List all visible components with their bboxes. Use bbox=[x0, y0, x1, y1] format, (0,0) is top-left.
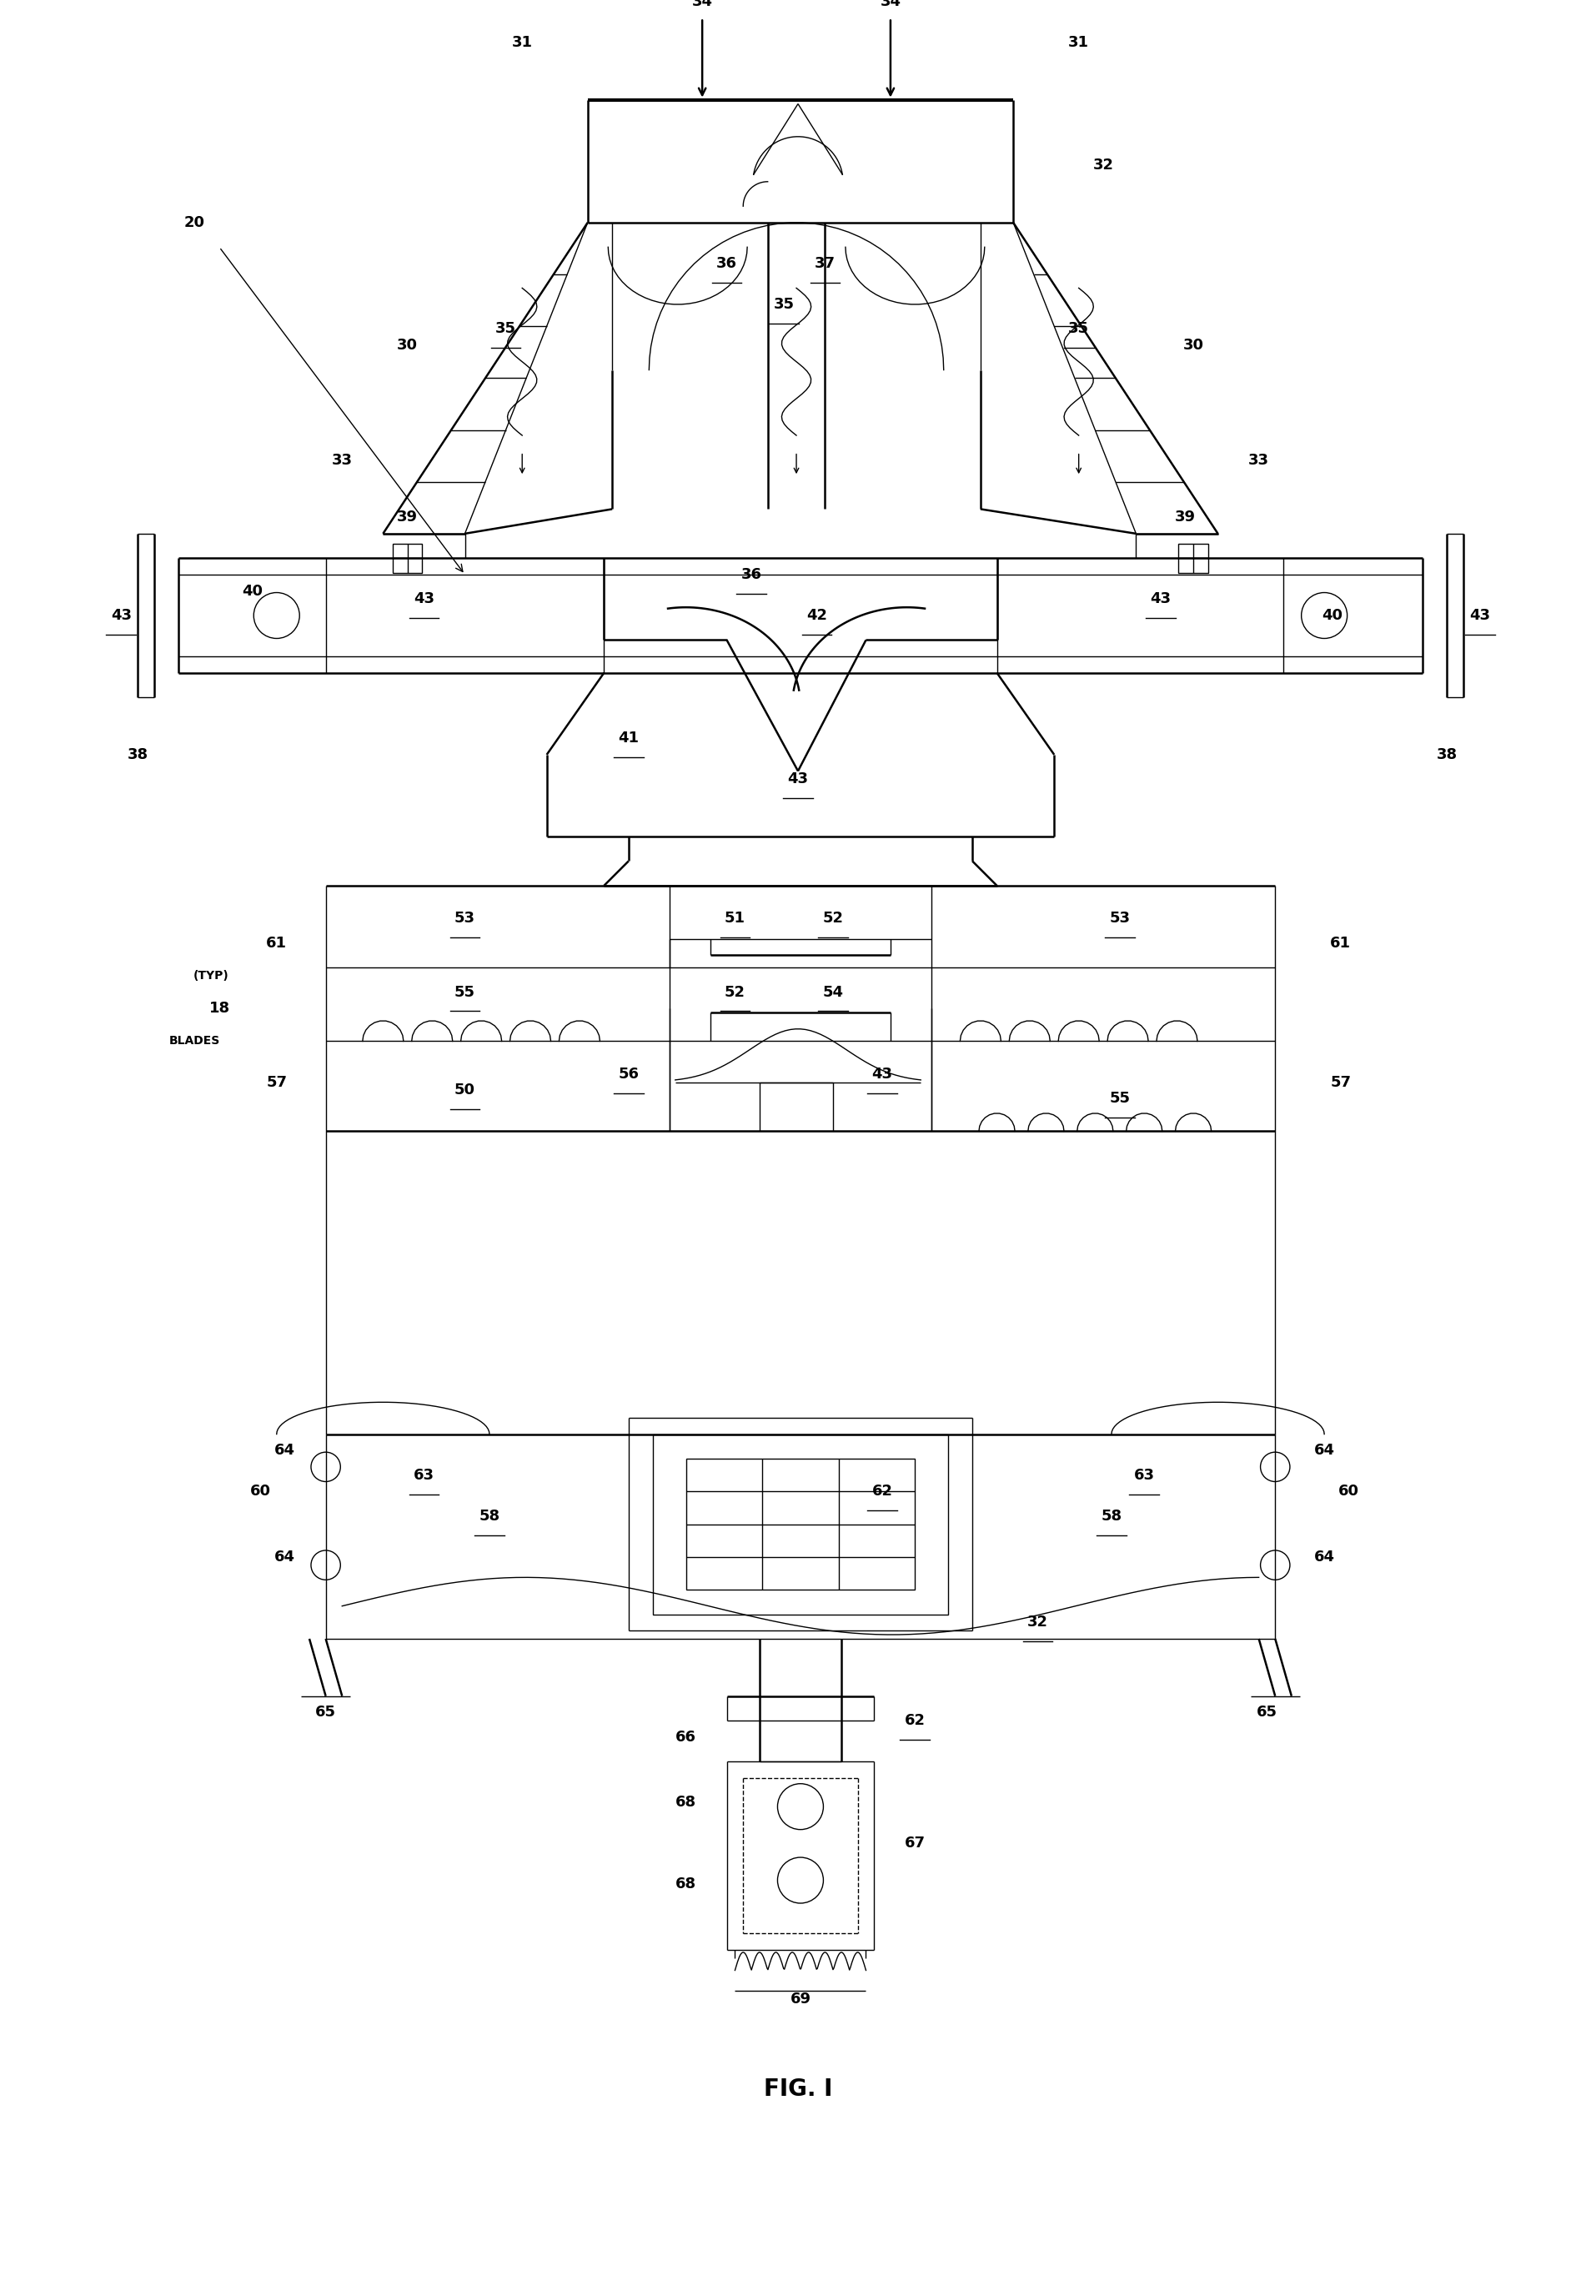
Text: 64: 64 bbox=[1314, 1442, 1334, 1458]
Text: 30: 30 bbox=[1183, 338, 1203, 354]
Text: 54: 54 bbox=[824, 985, 844, 999]
Text: 31: 31 bbox=[512, 34, 533, 51]
Text: 57: 57 bbox=[1329, 1075, 1352, 1091]
Bar bbox=[653, 1435, 948, 1614]
Text: 58: 58 bbox=[479, 1508, 500, 1525]
Text: 57: 57 bbox=[267, 1075, 287, 1091]
Text: 69: 69 bbox=[790, 1991, 811, 2007]
Text: 55: 55 bbox=[455, 985, 476, 999]
Text: 20: 20 bbox=[185, 216, 206, 230]
Text: 41: 41 bbox=[618, 730, 638, 746]
Text: 36: 36 bbox=[741, 567, 761, 583]
Text: 61: 61 bbox=[267, 934, 287, 951]
Text: 52: 52 bbox=[824, 912, 844, 925]
Text: 65: 65 bbox=[316, 1706, 337, 1720]
Text: 62: 62 bbox=[905, 1713, 926, 1729]
Text: 66: 66 bbox=[675, 1729, 696, 1745]
Text: 34: 34 bbox=[691, 0, 713, 9]
Text: 33: 33 bbox=[332, 452, 353, 468]
Text: 33: 33 bbox=[1248, 452, 1269, 468]
Bar bbox=[1178, 544, 1208, 574]
Text: 39: 39 bbox=[1175, 510, 1195, 526]
Text: 61: 61 bbox=[1329, 934, 1352, 951]
Text: 42: 42 bbox=[806, 608, 827, 622]
Text: (TYP): (TYP) bbox=[193, 969, 228, 980]
Text: 39: 39 bbox=[397, 510, 418, 526]
Text: 53: 53 bbox=[455, 912, 476, 925]
Text: 31: 31 bbox=[1068, 34, 1088, 51]
Text: 43: 43 bbox=[110, 608, 131, 622]
Text: 43: 43 bbox=[1470, 608, 1491, 622]
Text: 62: 62 bbox=[871, 1483, 892, 1499]
Text: 67: 67 bbox=[905, 1837, 926, 1851]
Text: 35: 35 bbox=[1068, 321, 1088, 338]
Text: 56: 56 bbox=[618, 1065, 638, 1081]
Text: 38: 38 bbox=[128, 746, 148, 762]
Text: 32: 32 bbox=[1028, 1614, 1049, 1630]
Text: 40: 40 bbox=[241, 583, 262, 599]
Text: 40: 40 bbox=[1321, 608, 1342, 622]
Text: 68: 68 bbox=[675, 1876, 696, 1892]
Text: 50: 50 bbox=[455, 1084, 476, 1097]
Text: 64: 64 bbox=[1314, 1550, 1334, 1564]
Text: 64: 64 bbox=[275, 1442, 295, 1458]
Text: 43: 43 bbox=[1151, 592, 1171, 606]
Text: 32: 32 bbox=[1093, 158, 1114, 172]
Text: 60: 60 bbox=[1339, 1483, 1360, 1499]
Text: 36: 36 bbox=[717, 255, 737, 271]
Text: 43: 43 bbox=[787, 771, 809, 788]
Text: 64: 64 bbox=[275, 1550, 295, 1564]
Text: 63: 63 bbox=[413, 1467, 434, 1483]
Text: 30: 30 bbox=[397, 338, 418, 354]
Text: 52: 52 bbox=[725, 985, 745, 999]
Bar bbox=[686, 1458, 915, 1589]
Text: BLADES: BLADES bbox=[169, 1035, 220, 1047]
Text: FIG. I: FIG. I bbox=[763, 2078, 833, 2101]
Text: 38: 38 bbox=[1436, 746, 1457, 762]
Text: 65: 65 bbox=[1256, 1706, 1277, 1720]
Text: 43: 43 bbox=[871, 1065, 892, 1081]
Text: 68: 68 bbox=[675, 1795, 696, 1809]
Text: 18: 18 bbox=[209, 1001, 230, 1015]
Text: 63: 63 bbox=[1133, 1467, 1154, 1483]
Text: 43: 43 bbox=[413, 592, 434, 606]
Text: 60: 60 bbox=[251, 1483, 271, 1499]
Text: 55: 55 bbox=[1109, 1091, 1130, 1107]
Bar bbox=[393, 544, 423, 574]
Text: 58: 58 bbox=[1101, 1508, 1122, 1525]
Text: 34: 34 bbox=[879, 0, 900, 9]
Text: 35: 35 bbox=[774, 296, 795, 312]
Text: 51: 51 bbox=[725, 912, 745, 925]
Text: 35: 35 bbox=[495, 321, 516, 338]
Text: 37: 37 bbox=[814, 255, 835, 271]
Text: 53: 53 bbox=[1109, 912, 1130, 925]
